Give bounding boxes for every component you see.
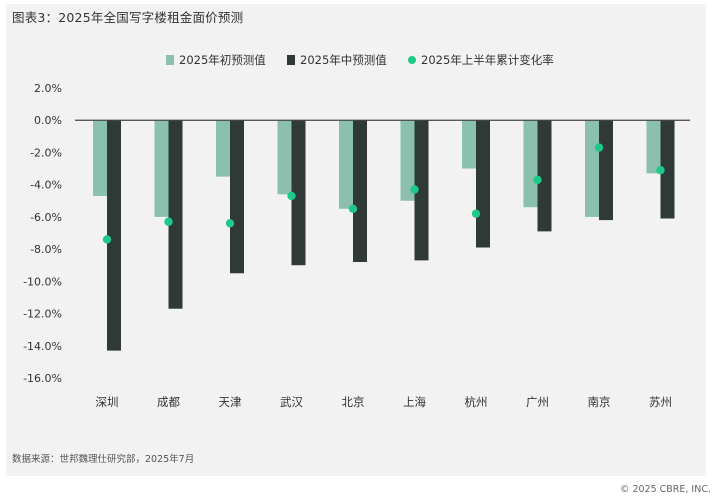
y-tick-label: 0.0%: [34, 114, 62, 127]
bar-beginning-forecast: [400, 120, 415, 201]
change-point: [287, 191, 296, 201]
chart-title: 图表3：2025年全国写字楼租金面价预测: [12, 10, 244, 25]
legend-label: 2025年中预测值: [300, 53, 387, 67]
change-point: [471, 209, 481, 218]
legend-swatch: [166, 55, 174, 65]
source-note: 数据来源：世邦魏理仕研究部，2025年7月: [12, 454, 195, 465]
change-point: [102, 235, 112, 244]
legend: 2025年初预测值 2025年中预测值 2025年上半年累计变化率: [166, 53, 554, 67]
bar-mid-forecast: [168, 120, 183, 309]
x-category-label: 北京: [342, 395, 365, 409]
x-category-label: 南京: [588, 395, 611, 409]
x-category-label: 上海: [403, 395, 426, 409]
legend-label: 2025年初预测值: [179, 53, 266, 67]
bar-beginning-forecast: [462, 120, 476, 169]
y-tick-label: 2.0%: [34, 82, 62, 95]
bar-mid-forecast: [414, 120, 429, 261]
bar-beginning-forecast: [339, 120, 353, 209]
bar-beginning-forecast: [154, 120, 169, 217]
change-point: [594, 143, 604, 152]
change-point: [164, 217, 173, 226]
legend-swatch: [408, 56, 416, 64]
x-category-label: 杭州: [465, 395, 488, 409]
bar-mid-forecast: [291, 120, 306, 266]
bar-mid-forecast: [660, 120, 675, 219]
change-points: [102, 143, 665, 244]
y-tick-label: -6.0%: [30, 211, 62, 224]
y-axis: 2.0% 0.0% -2.0% -4.0% -6.0% -8.0% -10.0% -12.0%…: [23, 82, 62, 385]
x-axis: 深圳 成都 天津 武汉 北京 上海 杭州 广州 南京 苏州: [96, 395, 673, 409]
copyright: © 2025 CBRE, INC.: [619, 484, 711, 495]
bar-mid-forecast: [599, 120, 613, 221]
y-tick-label: -16.0%: [23, 372, 62, 385]
change-point: [225, 219, 235, 228]
bar-mid-forecast: [230, 120, 244, 274]
x-category-label: 深圳: [96, 395, 119, 409]
y-tick-label: -12.0%: [23, 308, 62, 321]
bars: [93, 120, 675, 351]
bar-beginning-forecast: [585, 120, 599, 217]
x-category-label: 苏州: [649, 395, 672, 409]
bar-mid-forecast: [476, 120, 490, 248]
y-tick-label: -2.0%: [30, 146, 62, 159]
x-category-label: 成都: [157, 395, 180, 409]
bar-beginning-forecast: [216, 120, 230, 177]
bar-mid-forecast: [537, 120, 552, 232]
x-category-label: 武汉: [280, 395, 303, 409]
change-point: [656, 165, 665, 175]
bar-beginning-forecast: [93, 120, 107, 196]
y-tick-label: -14.0%: [23, 340, 62, 353]
bar-beginning-forecast: [646, 120, 661, 174]
x-category-label: 广州: [526, 395, 549, 409]
y-tick-label: -4.0%: [30, 179, 62, 192]
bar-mid-forecast: [107, 120, 121, 351]
legend-label: 2025年上半年累计变化率: [421, 53, 554, 67]
x-category-label: 天津: [219, 395, 242, 409]
change-point: [533, 175, 542, 185]
bar-mid-forecast: [353, 120, 367, 262]
bar-beginning-forecast: [523, 120, 538, 208]
legend-swatch: [287, 55, 295, 65]
change-point: [348, 204, 358, 214]
change-point: [410, 185, 419, 194]
bar-beginning-forecast: [277, 120, 292, 195]
y-tick-label: -8.0%: [30, 243, 62, 256]
y-tick-label: -10.0%: [23, 275, 62, 288]
